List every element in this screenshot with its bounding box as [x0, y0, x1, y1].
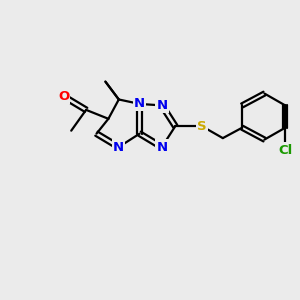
Text: N: N [156, 140, 167, 154]
Text: O: O [58, 90, 69, 103]
Text: N: N [134, 98, 145, 110]
Text: N: N [113, 140, 124, 154]
Text: Cl: Cl [278, 143, 292, 157]
Text: S: S [197, 120, 207, 133]
Text: N: N [156, 99, 167, 112]
